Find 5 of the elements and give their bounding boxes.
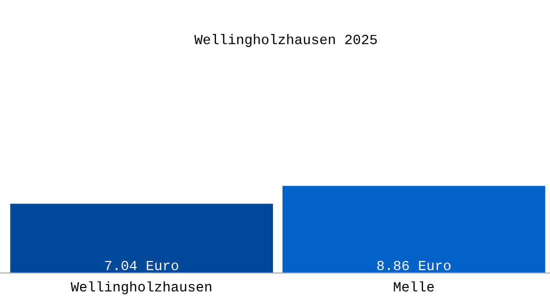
x-tick-label: Wellingholzhausen xyxy=(70,281,212,294)
chart-title: Wellingholzhausen 2025 xyxy=(194,34,377,47)
data-label: 8.86 Euro xyxy=(377,260,450,270)
x-tick-label: Melle xyxy=(394,281,434,292)
data-label: 7.04 Euro xyxy=(105,260,178,270)
